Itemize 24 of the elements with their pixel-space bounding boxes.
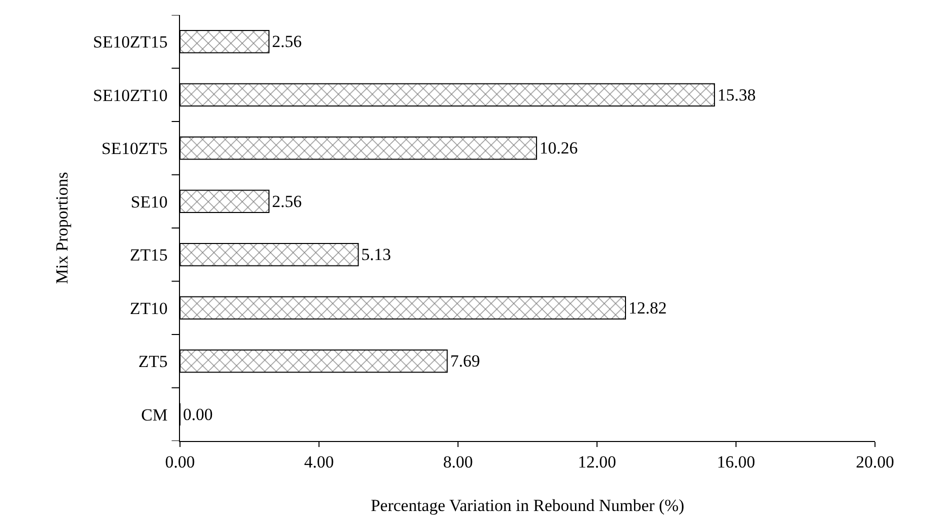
- data-label: 12.82: [628, 298, 667, 318]
- x-tick-label: 16.00: [716, 452, 756, 472]
- x-tick-label: 0.00: [165, 452, 195, 472]
- x-tick-label: 20.00: [856, 452, 894, 472]
- x-tick-label: 12.00: [578, 452, 616, 472]
- y-tick-label: SE10ZT10: [92, 86, 168, 105]
- data-label: 2.56: [272, 32, 302, 52]
- data-label: 5.13: [361, 245, 392, 264]
- y-tick-label: CM: [141, 405, 168, 424]
- x-tick-label: 4.00: [304, 452, 334, 472]
- y-tick-label: SE10ZT5: [101, 139, 168, 158]
- data-label: 7.69: [450, 352, 480, 371]
- y-tick-label: ZT5: [138, 352, 168, 372]
- x-axis-title: Percentage Variation in Rebound Number (%): [370, 496, 684, 515]
- x-tick-label: 8.00: [443, 452, 473, 472]
- y-tick-label: ZT15: [130, 246, 168, 265]
- y-axis-title: Mix Proportions: [52, 172, 72, 284]
- y-tick-label: SE10ZT15: [92, 32, 168, 52]
- y-tick-label: SE10: [130, 192, 168, 212]
- data-label: 15.38: [717, 85, 756, 104]
- data-label: 2.56: [272, 192, 302, 211]
- y-tick-label: ZT10: [130, 298, 168, 318]
- data-label: 0.00: [183, 404, 213, 424]
- data-label: 10.26: [540, 138, 578, 158]
